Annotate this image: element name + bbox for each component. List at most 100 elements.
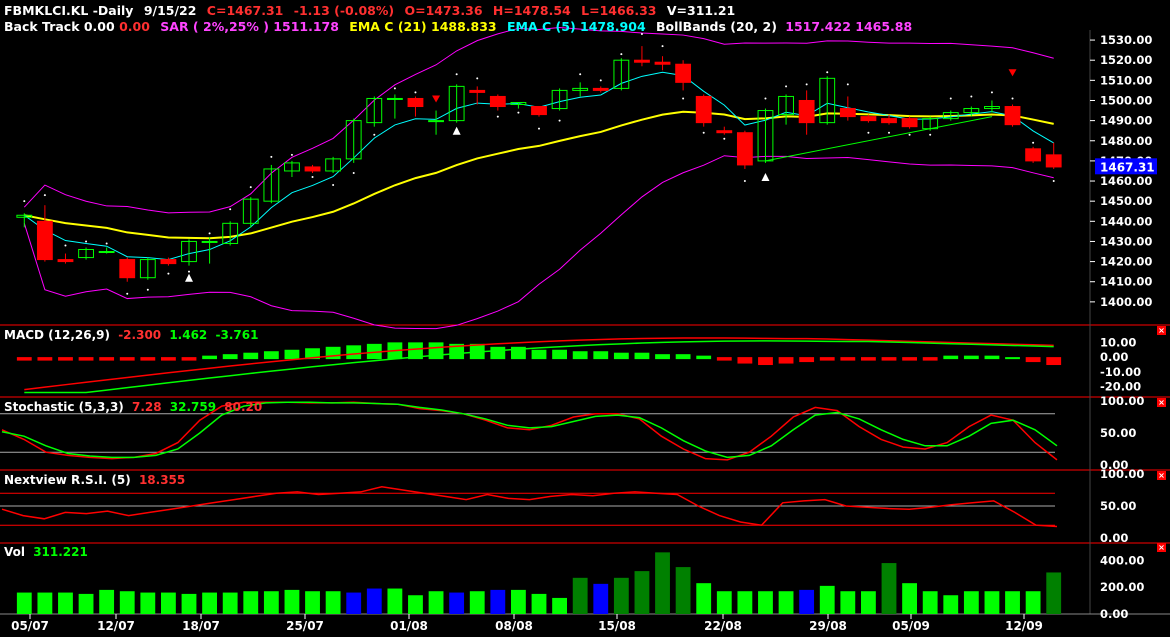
candle-body — [984, 106, 1000, 110]
sar-dot — [682, 97, 685, 100]
sar-dot — [908, 133, 911, 136]
sar-dot — [558, 119, 561, 122]
macd-hist-bar — [408, 342, 423, 360]
candle-body — [366, 97, 383, 124]
macd-close-icon[interactable]: × — [1157, 326, 1166, 335]
stoch-k-line — [1, 401, 1058, 461]
volume-bar — [181, 593, 197, 614]
sar-dot — [414, 91, 417, 94]
candle-body — [695, 95, 712, 124]
sar-dot — [373, 133, 376, 136]
header-line2: Back Track 0.00 0.00 SAR ( 2%,25% ) 1511… — [4, 19, 918, 34]
date-label: 9/15/22 — [143, 3, 197, 18]
volume-bar — [696, 583, 712, 614]
volume-bar — [1025, 591, 1041, 614]
sar-dot — [476, 77, 479, 80]
sar-dot — [290, 153, 293, 156]
volume-bar — [346, 592, 362, 614]
candle-body — [57, 259, 74, 263]
candle-body — [510, 101, 527, 106]
sar-dot — [702, 131, 705, 134]
date-tick-label: 08/08 — [495, 619, 533, 633]
sar-dot — [1032, 141, 1035, 144]
sar-dot — [229, 208, 232, 211]
price-tick-label: 1430.00 — [1100, 234, 1152, 248]
rsi-close-icon[interactable]: × — [1157, 471, 1166, 480]
candle-body — [922, 118, 939, 130]
volume-value: V=311.21 — [666, 3, 736, 18]
candle-body — [181, 240, 197, 263]
candle-body — [942, 112, 959, 120]
stoch-title: Stochastic (5,3,3) — [4, 400, 124, 414]
ema5-label: EMA C (5) 1478.904 — [507, 19, 646, 34]
sar-dot — [270, 155, 273, 158]
date-tick-label: 29/08 — [809, 619, 847, 633]
buy-arrow-icon — [452, 126, 461, 135]
macd-hist-bar — [902, 357, 917, 361]
macd-hist-bar — [263, 351, 279, 360]
sar-dot — [538, 127, 540, 130]
macd-hist-bar — [819, 357, 835, 361]
vol-label: Vol 311.221 — [4, 545, 92, 559]
macd-hist-bar — [119, 357, 135, 361]
date-tick-label: 22/08 — [704, 619, 742, 633]
volume-bar — [758, 591, 773, 614]
symbol-label: FBMKLCI.KL -Daily — [4, 3, 134, 18]
vol-value: 311.221 — [33, 545, 88, 559]
sar-dot — [332, 184, 335, 187]
ema21-label: EMA C (21) 1488.833 — [349, 19, 497, 34]
volume-bar — [552, 597, 567, 614]
stoch-k-value: 7.28 — [131, 400, 162, 414]
sar-dot — [85, 240, 88, 243]
sar-dot — [496, 115, 499, 118]
date-tick-label: 15/08 — [598, 619, 636, 633]
macd-hist-bar — [861, 357, 876, 361]
candle-body — [716, 130, 733, 134]
macd-hist-bar — [1005, 357, 1020, 360]
date-tick-label: 05/09 — [892, 619, 930, 633]
volume-bar — [778, 591, 794, 614]
price-tick-label: 1490.00 — [1100, 114, 1152, 128]
sar-dot — [990, 91, 993, 94]
macd-hist-bar — [840, 357, 856, 361]
macd-label: MACD (12,26,9) -2.300 1.462 -3.761 — [4, 328, 262, 342]
macd-hist-bar — [181, 357, 197, 361]
sar-dot — [846, 83, 849, 86]
price-tick-label: 1420.00 — [1100, 255, 1152, 269]
volume-bar — [243, 591, 259, 614]
macd-hist-bar — [675, 354, 691, 360]
sar-dot — [352, 171, 355, 174]
price-tick-label: 1510.00 — [1100, 73, 1152, 87]
candle-body — [263, 168, 280, 202]
macd-hist-bar — [1025, 357, 1041, 363]
volume-bar — [16, 592, 32, 614]
candle-body — [1045, 154, 1062, 168]
price-tick-label: 1530.00 — [1100, 33, 1152, 47]
stoch-close-icon[interactable]: × — [1157, 398, 1166, 407]
volume-bar — [222, 592, 238, 614]
sar-dot — [393, 87, 396, 90]
candle-body — [386, 97, 403, 100]
volume-bar — [366, 588, 382, 614]
macd-signal-value: 1.462 — [169, 328, 208, 342]
sar-dot — [1011, 97, 1014, 100]
rsi-title: Nextview R.S.I. (5) — [4, 473, 131, 487]
buy-arrow-icon — [185, 273, 193, 282]
volume-bar — [511, 589, 526, 614]
candle-body — [242, 198, 259, 224]
date-tick-label: 12/09 — [1005, 619, 1043, 633]
vol-close-icon[interactable]: × — [1157, 543, 1166, 552]
sar-dot — [167, 272, 170, 275]
rsi-tick-label: 50.00 — [1100, 499, 1136, 513]
volume-bar — [881, 563, 897, 614]
macd-signal-line — [24, 340, 1054, 394]
date-tick-label: 18/07 — [182, 619, 220, 633]
macd-hist-bar — [99, 357, 115, 361]
candle-body — [675, 63, 692, 83]
macd-hist-bar — [984, 355, 1000, 360]
sell-arrow-icon — [1008, 69, 1017, 77]
volume-bar — [202, 592, 217, 614]
rsi-value: 18.355 — [138, 473, 186, 487]
